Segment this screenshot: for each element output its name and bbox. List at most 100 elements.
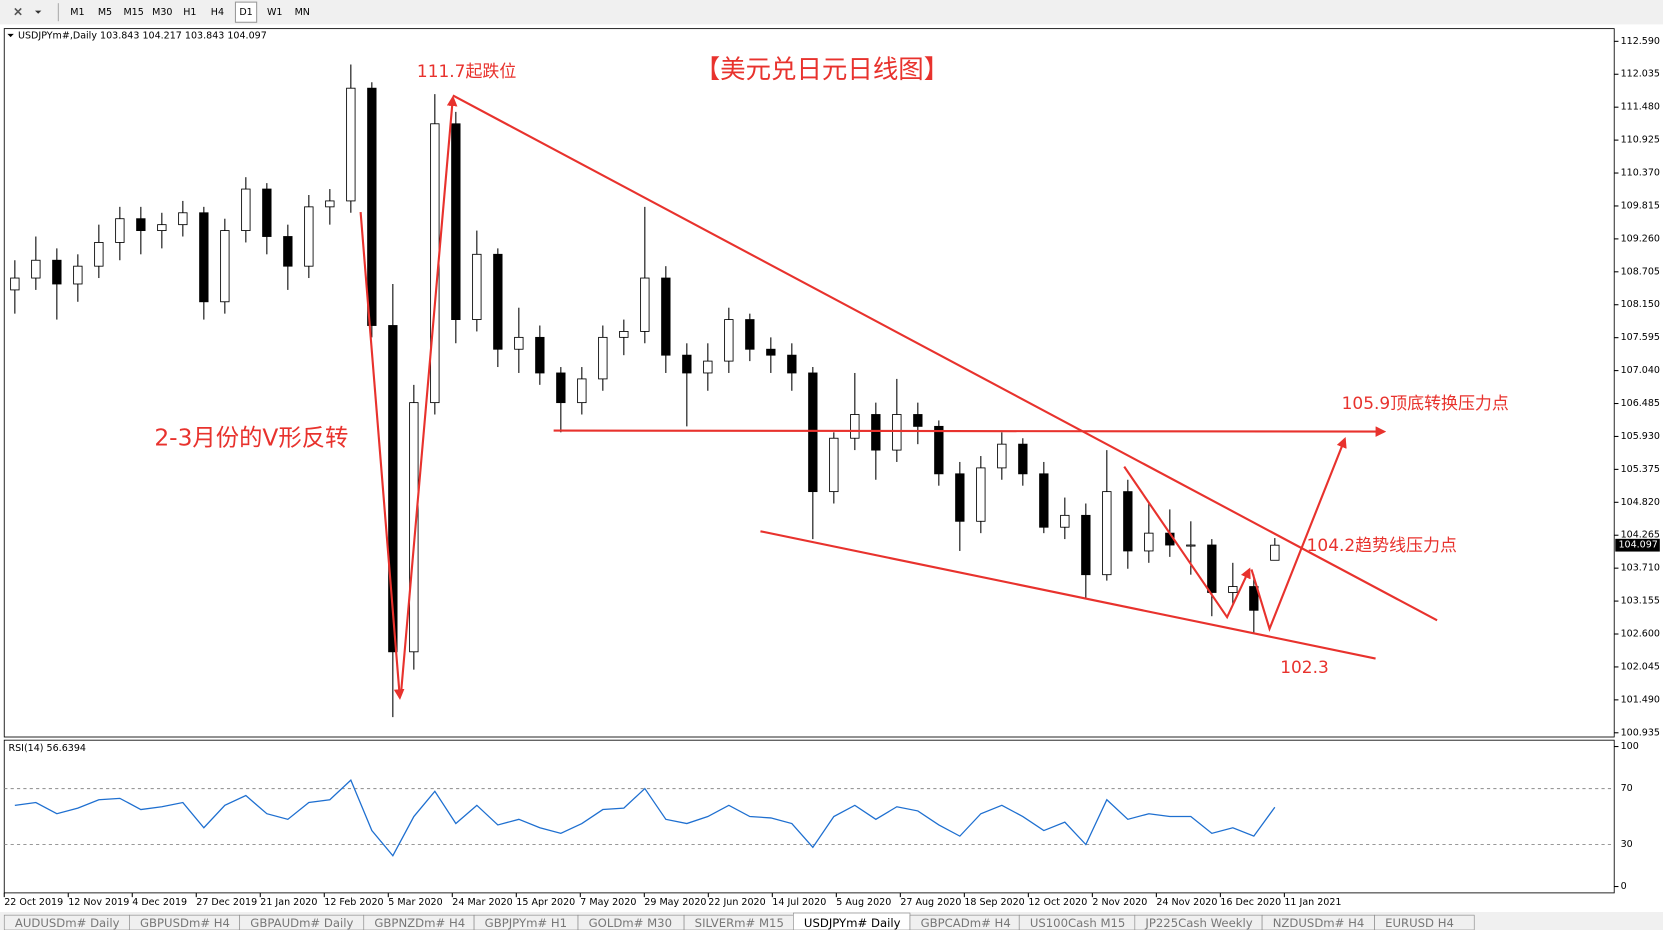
- v-arrow-up: [399, 95, 458, 695]
- x-tick-label: 16 Dec 2020: [1220, 897, 1281, 908]
- timeframe-button[interactable]: M5: [98, 7, 112, 18]
- y-tick-label: 108.150: [1621, 299, 1660, 310]
- y-tick-label: 104.820: [1621, 497, 1660, 508]
- candle-body: [724, 319, 734, 362]
- timeframe-button[interactable]: MN: [295, 7, 310, 18]
- candle-body: [1081, 514, 1091, 576]
- x-tick-label: 24 Nov 2020: [1156, 897, 1217, 908]
- candle-body: [10, 277, 20, 291]
- y-tick-label: 105.375: [1621, 464, 1660, 475]
- tab-label[interactable]: GBPNZDm# H4: [374, 916, 465, 930]
- candle-body: [325, 200, 335, 208]
- annotation-trendline: 104.2趋势线压力点: [1307, 535, 1457, 555]
- tab-label[interactable]: JP225Cash Weekly: [1144, 916, 1252, 930]
- y-tick-label: 105.930: [1621, 431, 1660, 442]
- x-tick-label: 18 Sep 2020: [964, 897, 1024, 908]
- candle-body: [136, 218, 146, 232]
- y-tick-label: 106.485: [1621, 398, 1660, 409]
- candle-body: [829, 437, 839, 493]
- tab-label[interactable]: GBPCADm# H4: [921, 916, 1011, 930]
- candle-body: [640, 277, 650, 332]
- candle-body: [31, 259, 41, 279]
- x-tick-label: 7 May 2020: [580, 897, 636, 908]
- y-tick-label: 112.590: [1621, 36, 1660, 47]
- y-tick-label: 110.370: [1621, 168, 1660, 179]
- drawings: [359, 94, 1438, 700]
- candle-body: [1207, 544, 1217, 593]
- tab-label[interactable]: AUDUSDm# Daily: [15, 916, 120, 930]
- y-tick-label: 111.480: [1621, 102, 1660, 113]
- timeframe-button[interactable]: M30: [152, 7, 172, 18]
- tab[interactable]: [1374, 914, 1475, 930]
- x-tick-label: 12 Feb 2020: [324, 897, 383, 908]
- tab-label[interactable]: GBPUSDm# H4: [140, 916, 230, 930]
- candle-body: [850, 414, 860, 439]
- rsi-line: [14, 779, 1276, 857]
- candle-body: [304, 206, 314, 267]
- timeframe-button[interactable]: H1: [183, 7, 196, 18]
- candle-body: [808, 372, 818, 493]
- candle-body: [409, 402, 419, 653]
- x-tick-label: 21 Jan 2020: [260, 897, 317, 908]
- candle-body: [1060, 514, 1070, 528]
- tab-label[interactable]: GBPAUDm# Daily: [250, 916, 353, 930]
- rsi-tick-label: 70: [1621, 783, 1633, 794]
- x-tick-label: 27 Dec 2019: [196, 897, 257, 908]
- candle-body: [472, 253, 482, 320]
- candle-body: [661, 277, 671, 356]
- y-tick-label: 102.600: [1621, 629, 1660, 640]
- trend-line: [452, 94, 1438, 622]
- x-tick-label: 4 Dec 2019: [132, 897, 187, 908]
- timeframe-button[interactable]: W1: [267, 7, 283, 18]
- candle-body: [1123, 491, 1133, 552]
- candle-body: [157, 224, 167, 232]
- candle-body: [1039, 473, 1049, 528]
- candle-body: [682, 354, 692, 374]
- tab-label[interactable]: US100Cash M15: [1030, 916, 1126, 930]
- candle-body: [178, 212, 188, 226]
- timeframe-button[interactable]: M1: [70, 7, 84, 18]
- candle-body: [1144, 532, 1154, 552]
- timeframe-button[interactable]: D1: [239, 7, 252, 18]
- tab-label[interactable]: EURUSD H4: [1385, 916, 1454, 930]
- tab-label[interactable]: NZDUSDm# H4: [1273, 916, 1365, 930]
- x-tick-label: 29 May 2020: [644, 897, 706, 908]
- candle-body: [703, 360, 713, 374]
- timeframe-active: [234, 1, 258, 23]
- y-tick-label: 103.155: [1621, 596, 1660, 607]
- candle-body: [346, 87, 356, 202]
- candle-body: [577, 378, 587, 404]
- y-tick-label: 104.265: [1621, 530, 1660, 541]
- tab-label[interactable]: USDJPYm# Daily: [804, 916, 901, 930]
- x-tick-label: 12 Oct 2020: [1028, 897, 1087, 908]
- x-tick-label: 14 Jul 2020: [772, 897, 826, 908]
- candle-body: [997, 443, 1007, 469]
- x-tick-label: 22 Oct 2019: [4, 897, 63, 908]
- y-tick-label: 108.705: [1621, 266, 1660, 277]
- panel-arrow: [7, 33, 14, 38]
- x-tick-label: 27 Aug 2020: [900, 897, 961, 908]
- candle-body: [766, 348, 776, 356]
- candle-body: [913, 414, 923, 427]
- timeframe-button[interactable]: H4: [211, 7, 224, 18]
- candle-body: [556, 372, 566, 404]
- candle-body: [451, 123, 461, 320]
- zigzag-arrow: [1123, 465, 1251, 620]
- tab-label[interactable]: SILVERm# M15: [695, 916, 784, 930]
- tab-label[interactable]: GBPJPYm# H1: [485, 916, 567, 930]
- candle-body: [367, 87, 377, 326]
- candle-body: [598, 336, 608, 380]
- candle-body: [1270, 544, 1280, 561]
- tool-icon[interactable]: [14, 7, 42, 16]
- timeframe-button[interactable]: M15: [123, 7, 143, 18]
- candle-body: [220, 230, 230, 303]
- candle-body: [493, 253, 503, 350]
- x-tick-label: 22 Jun 2020: [708, 897, 765, 908]
- y-tick-label: 110.925: [1621, 135, 1660, 146]
- candle-body: [1186, 544, 1196, 547]
- y-tick-label: 101.490: [1621, 694, 1660, 705]
- candle-body: [1102, 491, 1112, 576]
- tab-label[interactable]: GOLDm# M30: [589, 916, 672, 930]
- y-tick-label: 107.040: [1621, 365, 1660, 376]
